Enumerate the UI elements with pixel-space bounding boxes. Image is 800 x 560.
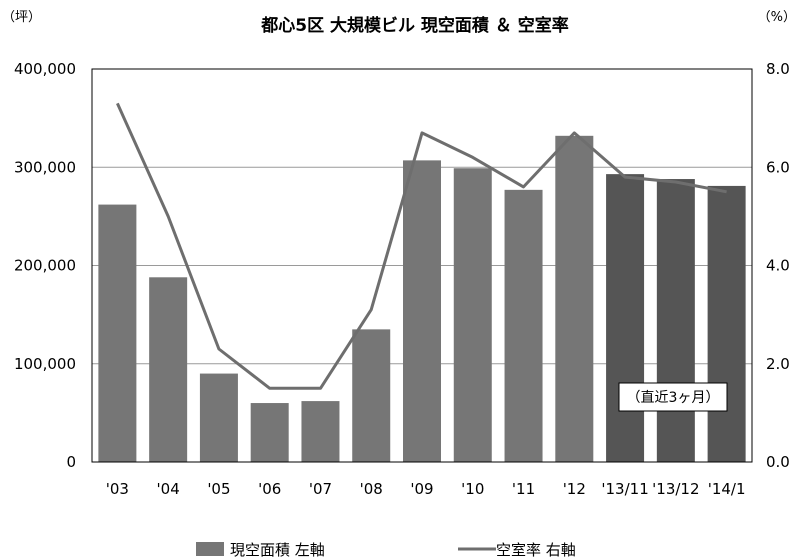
category-label: '14/1	[708, 480, 746, 498]
bar	[656, 179, 695, 463]
bar	[403, 160, 441, 462]
category-label: '05	[207, 480, 230, 498]
category-label: '06	[258, 480, 281, 498]
chart-title: 都心5区 大規模ビル 現空面積 ＆ 空室率	[260, 15, 569, 36]
legend: 現空面積 左軸 空室率 右軸	[196, 541, 576, 559]
category-label: '13/11	[601, 480, 648, 498]
legend-bar-label: 現空面積 左軸	[230, 541, 325, 559]
bar	[453, 168, 492, 463]
category-label: '08	[360, 480, 383, 498]
right-axis-unit: （%）	[758, 10, 796, 25]
category-label: '04	[157, 480, 180, 498]
category-label: '13/12	[652, 480, 699, 498]
bar-series	[98, 135, 746, 463]
left-axis: 0 100,000 200,000 300,000 400,000	[14, 60, 76, 471]
x-axis: '03 '04 '05 '06 '07 '08 '09 '10 '11 '12 '13/11'13/…	[106, 480, 746, 498]
category-label: '03	[106, 480, 129, 498]
left-tick-label: 400,000	[14, 60, 76, 78]
category-label: '10	[461, 480, 484, 498]
bar	[707, 185, 746, 463]
right-tick-label: 0.0	[766, 453, 790, 471]
line-series	[116, 102, 727, 390]
category-label: '12	[563, 480, 586, 498]
left-tick-label: 100,000	[14, 355, 76, 373]
plot-frame	[91, 68, 753, 463]
annotation-box: （直近3ヶ月）	[618, 382, 728, 412]
bar	[504, 189, 543, 462]
bar	[352, 329, 391, 462]
bar	[149, 277, 188, 462]
bar	[199, 373, 238, 462]
right-axis: 0.0 2.0 4.0 6.0 8.0	[766, 60, 790, 471]
bar	[555, 135, 594, 462]
category-label: '07	[309, 480, 332, 498]
left-tick-label: 0	[66, 453, 76, 471]
annotation-text: （直近3ヶ月）	[627, 389, 720, 406]
left-axis-unit: （坪）	[2, 10, 41, 25]
right-tick-label: 6.0	[766, 158, 790, 176]
right-tick-label: 4.0	[766, 257, 790, 275]
legend-line-label: 空室率 右軸	[496, 541, 576, 559]
legend-bar-swatch	[196, 542, 224, 556]
bar	[606, 174, 645, 462]
left-tick-label: 200,000	[14, 257, 76, 275]
right-tick-label: 2.0	[766, 355, 790, 373]
category-label: '11	[512, 480, 535, 498]
category-label: '09	[410, 480, 433, 498]
bar	[98, 204, 137, 462]
bar	[250, 403, 289, 462]
right-tick-label: 8.0	[766, 60, 790, 78]
left-tick-label: 300,000	[14, 158, 76, 176]
bar	[301, 401, 340, 462]
